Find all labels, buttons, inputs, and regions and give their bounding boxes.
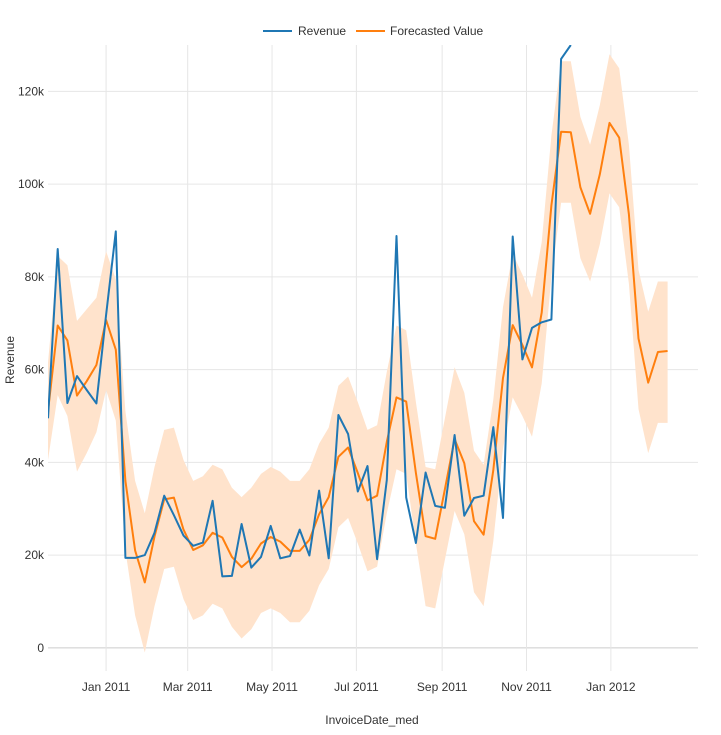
y-tick-label: 40k <box>25 455 45 469</box>
x-tick-label: Jul 2011 <box>334 680 379 694</box>
legend-item-revenue[interactable]: Revenue <box>263 24 346 38</box>
x-tick-label: Sep 2011 <box>417 680 468 694</box>
x-tick-label: May 2011 <box>246 680 298 694</box>
y-tick-label: 0 <box>37 641 44 655</box>
x-tick-label: Nov 2011 <box>501 680 552 694</box>
y-tick-label: 120k <box>18 84 45 98</box>
legend-item-forecast[interactable]: Forecasted Value <box>356 24 483 38</box>
series-lines <box>48 45 668 584</box>
series-line-forecast[interactable] <box>48 121 668 584</box>
y-tick-label: 80k <box>25 270 45 284</box>
y-tick-label: 60k <box>25 363 45 377</box>
legend[interactable]: Revenue Forecasted Value <box>263 24 483 38</box>
legend-label-revenue: Revenue <box>298 24 346 38</box>
forecast-confidence-band <box>48 54 668 653</box>
x-axis-title: InvoiceDate_med <box>325 713 418 727</box>
x-tick-label: Jan 2011 <box>82 680 131 694</box>
y-axis-title: Revenue <box>3 336 17 384</box>
forecast-band-area <box>48 54 668 653</box>
x-tick-label: Mar 2011 <box>163 680 213 694</box>
axes: Revenue InvoiceDate_med 0 20k 40k 60k 80k 100… <box>3 84 636 727</box>
legend-label-forecast: Forecasted Value <box>390 24 483 38</box>
series-line-revenue[interactable] <box>48 45 572 578</box>
x-tick-label: Jan 2012 <box>586 680 636 694</box>
y-tick-label: 100k <box>18 177 45 191</box>
y-tick-label: 20k <box>25 548 45 562</box>
